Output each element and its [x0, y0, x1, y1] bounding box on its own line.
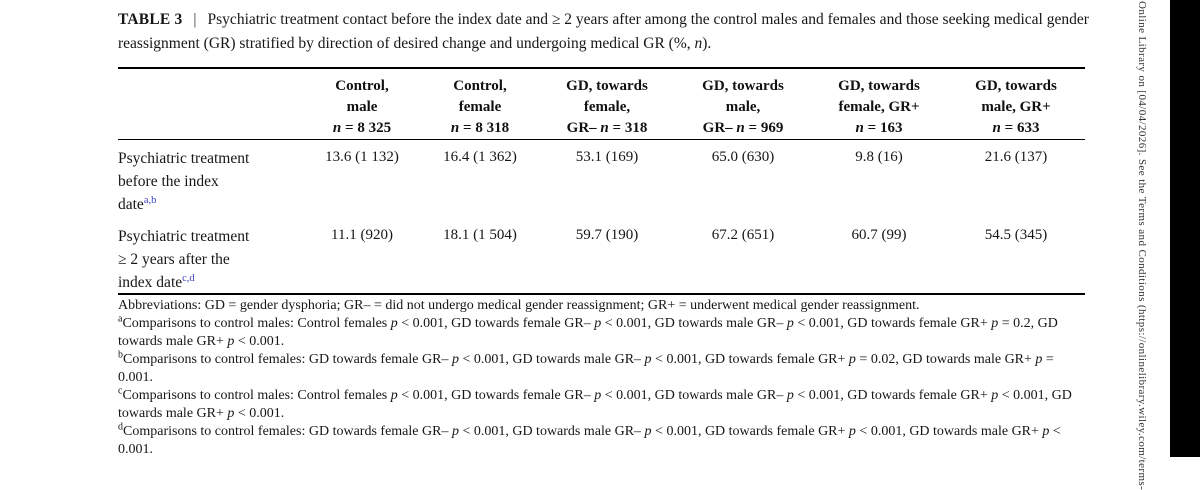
row-label-after-index: Psychiatric treatment ≥ 2 years after th… [118, 228, 250, 291]
table-caption: TABLE 3 | Psychiatric treatment contact be… [118, 8, 1090, 56]
column-header-control-male: Control, male n = 8 325 [303, 76, 421, 139]
page: { "colors": { "background": "#ffffff", "… [118, 0, 1200, 490]
footnote-c: cComparisons to control males: Control f… [118, 385, 1072, 421]
table-cell: 67.2 (651) [711, 227, 775, 243]
footnote-abbreviations: Abbreviations: GD = gender dysphoria; GR… [118, 298, 920, 313]
footnote-marker-link[interactable]: c,d [182, 272, 195, 284]
table-row: Psychiatric treatment before the index d… [118, 140, 1085, 218]
table-cell: 59.7 (190) [575, 227, 639, 243]
footnote-marker: a [118, 313, 123, 325]
table-cell: 53.1 (169) [575, 149, 639, 165]
footnote-b: bComparisons to control females: GD towa… [118, 349, 1054, 385]
header-line: female, GR+ [838, 99, 920, 115]
header-line: female, [583, 99, 631, 115]
column-header-empty [118, 76, 303, 139]
column-header-gd-male-grplus: GD, towards male, GR+ n = 633 [947, 76, 1085, 139]
header-line: Control, [335, 78, 389, 94]
caption-text: Psychiatric treatment contact before the… [118, 11, 1089, 52]
footnote-a: aComparisons to control males: Control f… [118, 313, 1058, 349]
table-cell: 13.6 (1 132) [325, 149, 399, 165]
header-n: n = 8 318 [450, 120, 510, 136]
table-cell: 16.4 (1 362) [443, 149, 517, 165]
header-line: male [346, 99, 378, 115]
header-line: Control, [453, 78, 507, 94]
table-cell: 9.8 (16) [855, 149, 903, 165]
header-n: n = 633 [992, 120, 1040, 136]
header-n: n = 8 325 [332, 120, 392, 136]
column-header-gd-female-grplus: GD, towards female, GR+ n = 163 [811, 76, 947, 139]
table-cell: 60.7 (99) [851, 227, 907, 243]
table-row: Psychiatric treatment ≥ 2 years after th… [118, 218, 1085, 293]
footnote-marker: c [118, 385, 123, 397]
table-cell: 18.1 (1 504) [443, 227, 517, 243]
header-line: GD, towards [975, 78, 1057, 94]
header-n: n = 163 [855, 120, 903, 136]
table-number: TABLE 3 [118, 11, 183, 28]
table-cell: 11.1 (920) [331, 227, 393, 243]
caption-separator: | [193, 11, 197, 28]
header-line: GD, towards [566, 78, 648, 94]
row-label-before-index: Psychiatric treatment before the index d… [118, 150, 250, 213]
footnote-marker: b [118, 349, 123, 361]
header-line: female [458, 99, 502, 115]
table-cell: 54.5 (345) [984, 227, 1048, 243]
column-header-gd-male-grminus: GD, towards male, GR– n = 969 [675, 76, 811, 139]
header-line: GD, towards [702, 78, 784, 94]
table-cell: 21.6 (137) [984, 149, 1048, 165]
header-line: male, [725, 99, 761, 115]
table-cell: 65.0 (630) [711, 149, 775, 165]
header-line: male, GR+ [981, 99, 1051, 115]
column-header-gd-female-grminus: GD, towards female, GR– n = 318 [539, 76, 675, 139]
column-header-control-female: Control, female n = 8 318 [421, 76, 539, 139]
footnote-marker-link[interactable]: a,b [143, 194, 157, 206]
right-black-bar [1170, 0, 1200, 457]
table-body: Psychiatric treatment before the index d… [118, 140, 1085, 295]
table-header-row: Control, male n = 8 325 Control, female … [118, 67, 1085, 140]
header-n: GR– n = 969 [702, 120, 784, 136]
header-n: GR– n = 318 [566, 120, 648, 136]
journal-watermark-text: y Online Library on [04/04/2026]. See th… [1136, 0, 1148, 490]
footnote-marker: d [118, 421, 123, 433]
table-footnotes: Abbreviations: GD = gender dysphoria; GR… [118, 297, 1088, 459]
header-line: GD, towards [838, 78, 920, 94]
footnote-d: dComparisons to control females: GD towa… [118, 421, 1061, 457]
data-table: Control, male n = 8 325 Control, female … [118, 67, 1085, 295]
